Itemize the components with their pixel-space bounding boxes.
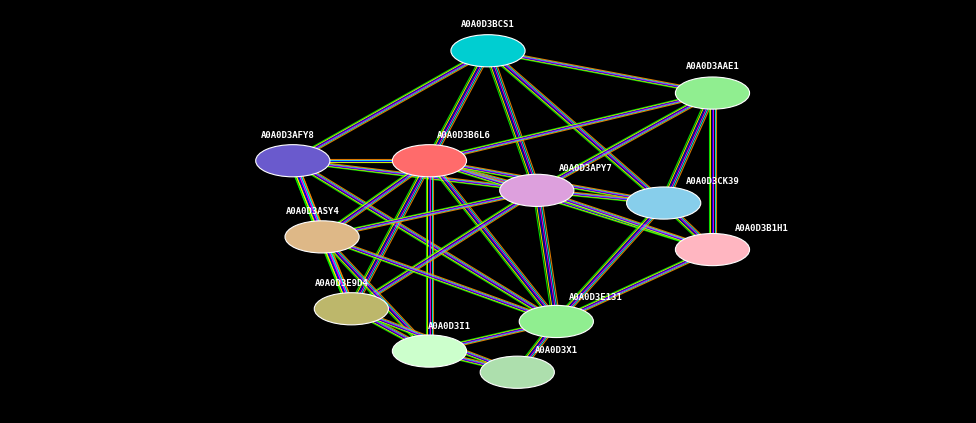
Circle shape [314,293,388,325]
Circle shape [675,233,750,266]
Circle shape [392,145,467,177]
Text: A0A0D3B1H1: A0A0D3B1H1 [734,224,789,233]
Circle shape [451,35,525,67]
Text: A0A0D3X1: A0A0D3X1 [535,346,578,355]
Text: A0A0D3AAE1: A0A0D3AAE1 [685,62,740,71]
Circle shape [285,221,359,253]
Text: A0A0D3I1: A0A0D3I1 [427,322,470,331]
Circle shape [627,187,701,219]
Circle shape [256,145,330,177]
Text: A0A0D3AFY8: A0A0D3AFY8 [261,132,315,140]
Circle shape [392,335,467,367]
Text: A0A0D3CK39: A0A0D3CK39 [685,177,740,186]
Text: A0A0D3B6L6: A0A0D3B6L6 [436,132,491,140]
Text: A0A0D3ASY4: A0A0D3ASY4 [285,207,340,216]
Text: A0A0D3E9D4: A0A0D3E9D4 [314,280,369,288]
Circle shape [500,174,574,206]
Circle shape [480,356,554,388]
Text: A0A0D3APY7: A0A0D3APY7 [558,165,613,173]
Circle shape [519,305,593,338]
Text: A0A0D3E131: A0A0D3E131 [568,294,623,302]
Text: A0A0D3BCS1: A0A0D3BCS1 [461,20,515,29]
Circle shape [675,77,750,109]
